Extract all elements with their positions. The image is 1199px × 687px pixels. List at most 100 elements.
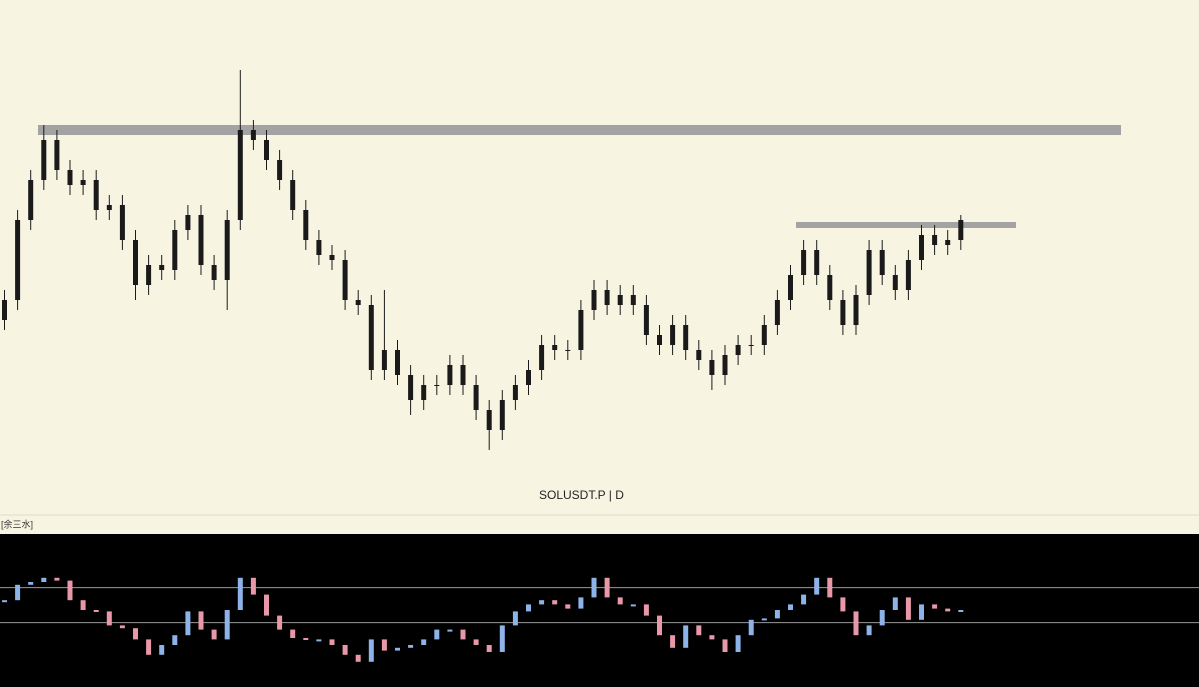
indicator-bar [526, 604, 531, 612]
candle-body [277, 160, 283, 180]
candle-body [93, 180, 99, 210]
indicator-bar [342, 645, 348, 655]
candle-body [735, 345, 741, 355]
candle-body [355, 300, 361, 305]
candle-body [119, 205, 125, 240]
indicator-bar [748, 619, 754, 636]
indicator-bar [368, 639, 374, 662]
candle-body [146, 265, 152, 285]
candle-body [80, 180, 86, 185]
indicator-bar [670, 635, 676, 648]
indicator-bar [709, 635, 715, 640]
candle-body [237, 130, 243, 220]
candle-body [630, 295, 636, 305]
indicator-bar [460, 629, 466, 640]
indicator-bar [761, 618, 767, 621]
candle-body [840, 300, 846, 325]
indicator-bar [303, 638, 309, 640]
indicator-bar [329, 639, 335, 645]
indicator-bar [447, 629, 453, 632]
candle-body [224, 220, 230, 280]
candle-body [198, 215, 204, 265]
candle-body [211, 265, 217, 280]
candle-body [264, 140, 269, 160]
candle-body [316, 240, 322, 255]
candle-body [133, 240, 138, 285]
candle-body [591, 290, 597, 310]
candle-body [683, 325, 689, 350]
indicator-bar [578, 597, 584, 609]
candle-body [932, 235, 938, 245]
candle-body [159, 265, 165, 270]
candle-body [290, 180, 296, 210]
candle-body [617, 295, 623, 305]
candle-body [761, 325, 767, 345]
indicator-bar [473, 639, 479, 645]
indicator-bar [630, 604, 636, 607]
candle-body [2, 300, 7, 320]
candle-body [801, 250, 807, 275]
candle-body [28, 180, 34, 220]
indicator-bar [290, 629, 296, 638]
candle-body [604, 290, 610, 305]
candle-body [185, 215, 191, 230]
candle-body [945, 240, 951, 245]
indicator-bar [172, 635, 178, 645]
candle-body [814, 250, 820, 275]
indicator-bar [722, 639, 728, 652]
level-band [796, 222, 1016, 228]
indicator-bar [905, 597, 911, 620]
indicator-bar [224, 610, 230, 640]
candle-body [526, 370, 531, 385]
indicator-bar [801, 594, 807, 605]
indicator-bar [840, 597, 846, 612]
indicator-bar [774, 610, 780, 619]
symbol-title: SOLUSDT.P | D [539, 488, 624, 502]
candle-body [748, 345, 754, 346]
candle-body [512, 385, 518, 400]
indicator-bar [198, 611, 204, 630]
candle-body [722, 355, 728, 375]
indicator-bar [316, 639, 322, 642]
candle-body [250, 130, 256, 140]
candle-body [421, 385, 427, 400]
candle-body [303, 210, 309, 240]
indicator-bar [853, 611, 859, 636]
indicator-bar [604, 577, 610, 598]
indicator-bar [958, 610, 964, 612]
indicator-bar [657, 615, 662, 636]
indicator-bar [696, 625, 702, 636]
candle-body [774, 300, 780, 325]
candle-body [670, 325, 676, 345]
indicator-bar [735, 635, 741, 652]
main-pane [0, 0, 1199, 515]
indicator-bar [146, 639, 152, 655]
indicator-bar [355, 654, 361, 662]
candle-body [565, 350, 571, 351]
indicator-bar [93, 610, 99, 612]
candle-body [552, 345, 558, 350]
indicator-bar [552, 600, 558, 605]
candle-body [408, 375, 414, 400]
level-band [38, 125, 1121, 135]
indicator-bar [67, 580, 73, 601]
indicator-bar [80, 600, 86, 610]
indicator-bar [788, 604, 793, 610]
indicator-bar [237, 577, 243, 610]
indicator-bar [499, 625, 505, 652]
candle-body [67, 170, 73, 185]
candle-body [368, 305, 374, 370]
candle-body [54, 140, 60, 170]
candle-body [578, 310, 584, 350]
candle-body [539, 345, 545, 370]
indicator-bar [54, 577, 60, 581]
indicator-bar [119, 625, 125, 629]
indicator-bar [277, 615, 283, 630]
indicator-bar [565, 604, 571, 609]
candle-body [657, 335, 662, 345]
indicator-bar [486, 645, 492, 652]
indicator-bar [919, 604, 924, 620]
candle-body [958, 220, 964, 240]
candle-body [827, 275, 833, 300]
